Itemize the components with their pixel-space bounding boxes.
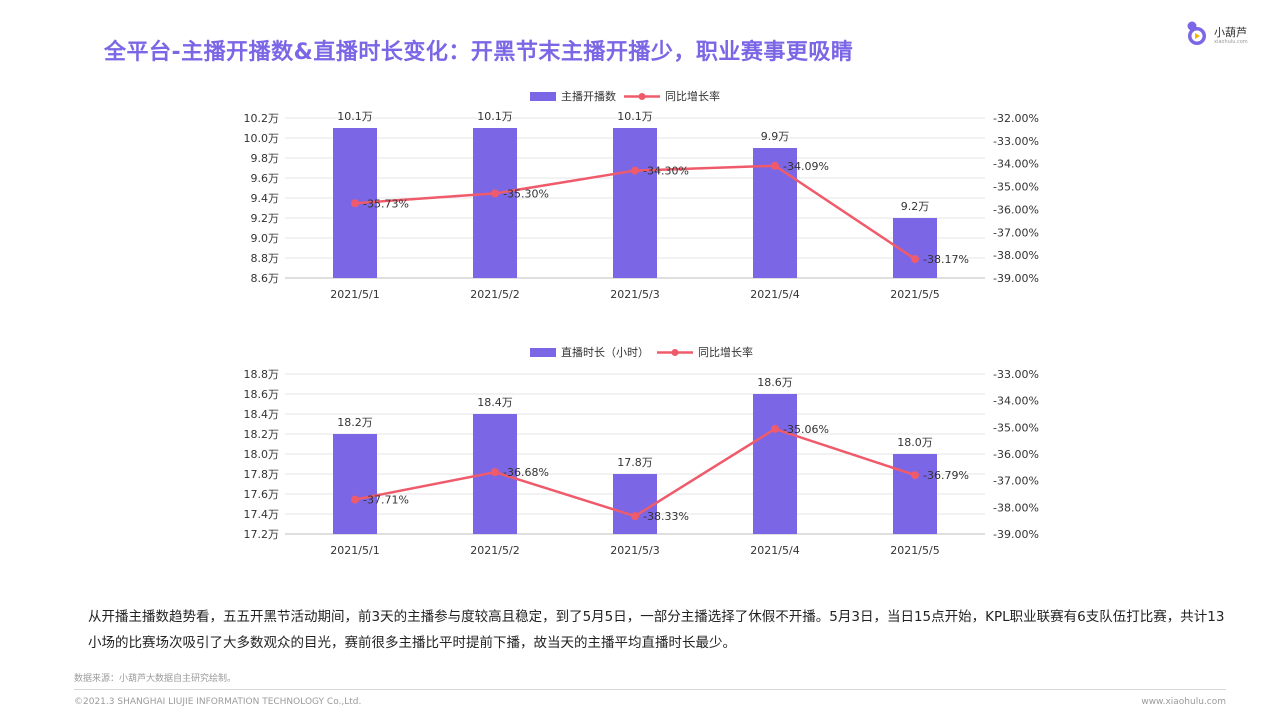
anchor-count-chart: 主播开播数 同比增长率 10.2万 10.0万 9.8万 9.6万 9.4万 9.2万 9.0万… — [244, 89, 1039, 301]
bar — [893, 454, 937, 534]
growth-rate-label: -38.17% — [923, 253, 969, 266]
right-tick-label: -34.00% — [993, 158, 1039, 171]
bar — [613, 474, 657, 534]
x-tick-label: 2021/5/5 — [890, 288, 939, 301]
legend-line-label: 同比增长率 — [665, 89, 720, 103]
left-tick-label: 9.6万 — [251, 172, 280, 185]
page-title: 全平台-主播开播数&直播时长变化：开黑节末主播开播少，职业赛事更吸睛 — [104, 40, 854, 65]
analysis-paragraph: 从开播主播数趋势看，五五开黑节活动期间，前3天的主播参与度较高且稳定，到了5月5… — [88, 609, 1225, 651]
growth-rate-point — [631, 512, 639, 521]
logo-name: 小葫芦 — [1214, 26, 1247, 39]
right-tick-label: -38.00% — [993, 249, 1039, 262]
growth-rate-point — [911, 471, 919, 480]
legend-bar-swatch — [530, 348, 556, 357]
growth-rate-point — [771, 424, 779, 433]
legend-line-marker — [671, 349, 679, 356]
left-tick-label: 17.2万 — [244, 528, 280, 541]
growth-rate-label: -35.73% — [363, 197, 409, 210]
right-tick-label: -33.00% — [993, 368, 1039, 381]
brand-logo: 小葫芦 xiaohulu.com — [1184, 18, 1248, 48]
growth-rate-label: -35.06% — [783, 423, 829, 436]
growth-rate-label: -37.71% — [363, 494, 409, 507]
bar-value-label: 17.8万 — [617, 456, 653, 469]
left-tick-label: 18.0万 — [244, 448, 280, 461]
legend-bar-label: 直播时长（小时） — [561, 345, 649, 359]
left-tick-label: 8.6万 — [251, 272, 280, 285]
right-tick-label: -36.00% — [993, 448, 1039, 461]
left-tick-label: 9.4万 — [251, 192, 280, 205]
growth-rate-point — [351, 199, 359, 208]
bar-value-label: 18.4万 — [477, 396, 513, 409]
growth-rate-point — [631, 166, 639, 175]
bar — [333, 434, 377, 534]
right-tick-label: -38.00% — [993, 501, 1039, 514]
x-tick-label: 2021/5/2 — [470, 288, 519, 301]
bar-value-label: 18.6万 — [757, 376, 793, 389]
left-tick-label: 8.8万 — [251, 252, 280, 265]
legend-bar-label: 主播开播数 — [561, 89, 616, 103]
x-tick-label: 2021/5/3 — [610, 288, 659, 301]
growth-rate-label: -38.33% — [643, 510, 689, 523]
left-tick-label: 18.4万 — [244, 408, 280, 421]
footer-divider — [74, 689, 1226, 690]
growth-rate-label: -36.79% — [923, 469, 969, 482]
website-text: www.xiaohulu.com — [1141, 697, 1226, 707]
left-tick-label: 9.8万 — [251, 152, 280, 165]
x-tick-label: 2021/5/4 — [750, 544, 799, 557]
x-tick-label: 2021/5/5 — [890, 544, 939, 557]
growth-rate-point — [491, 189, 499, 198]
left-tick-label: 17.4万 — [244, 508, 280, 521]
left-tick-label: 18.2万 — [244, 428, 280, 441]
left-tick-label: 9.0万 — [251, 232, 280, 245]
bar-value-label: 10.1万 — [337, 110, 373, 123]
growth-rate-point — [491, 468, 499, 477]
right-tick-label: -36.00% — [993, 203, 1039, 216]
gourd-logo-icon — [1187, 21, 1206, 45]
data-source-note: 数据来源：小葫芦大数据自主研究绘制。 — [74, 674, 237, 684]
x-tick-label: 2021/5/1 — [330, 544, 379, 557]
left-tick-label: 18.6万 — [244, 388, 280, 401]
right-tick-label: -32.00% — [993, 112, 1039, 125]
bar-value-label: 10.1万 — [477, 110, 513, 123]
bar-value-label: 18.2万 — [337, 416, 373, 429]
bar-value-label: 9.2万 — [901, 200, 930, 213]
right-tick-label: -37.00% — [993, 226, 1039, 239]
left-tick-label: 17.8万 — [244, 468, 280, 481]
x-tick-label: 2021/5/2 — [470, 544, 519, 557]
growth-rate-label: -35.30% — [503, 187, 549, 200]
right-tick-label: -33.00% — [993, 135, 1039, 148]
right-tick-label: -34.00% — [993, 395, 1039, 408]
growth-rate-point — [911, 255, 919, 264]
bar — [473, 128, 517, 278]
growth-rate-label: -34.30% — [643, 165, 689, 178]
bar — [753, 394, 797, 534]
growth-rate-point — [351, 495, 359, 504]
left-tick-label: 9.2万 — [251, 212, 280, 225]
x-tick-label: 2021/5/4 — [750, 288, 799, 301]
right-tick-label: -35.00% — [993, 421, 1039, 434]
right-tick-label: -39.00% — [993, 528, 1039, 541]
left-tick-label: 17.6万 — [244, 488, 280, 501]
stream-duration-chart: 直播时长（小时） 同比增长率 18.8万 18.6万 18.4万 18.2万 18.0万 17… — [244, 345, 1039, 557]
x-tick-label: 2021/5/1 — [330, 288, 379, 301]
growth-rate-label: -34.09% — [783, 160, 829, 173]
bar-value-label: 10.1万 — [617, 110, 653, 123]
bar — [613, 128, 657, 278]
bar-value-label: 9.9万 — [761, 130, 790, 143]
legend-bar-swatch — [530, 92, 556, 101]
legend-line-label: 同比增长率 — [698, 345, 753, 359]
right-tick-label: -35.00% — [993, 181, 1039, 194]
left-tick-label: 10.2万 — [244, 112, 280, 125]
legend-line-marker — [638, 93, 646, 100]
copyright-text: ©2021.3 SHANGHAI LIUJIE INFORMATION TECH… — [74, 697, 362, 707]
left-tick-label: 10.0万 — [244, 132, 280, 145]
bar-value-label: 18.0万 — [897, 436, 933, 449]
left-tick-label: 18.8万 — [244, 368, 280, 381]
x-tick-label: 2021/5/3 — [610, 544, 659, 557]
right-tick-label: -37.00% — [993, 475, 1039, 488]
right-tick-label: -39.00% — [993, 272, 1039, 285]
growth-rate-label: -36.68% — [503, 466, 549, 479]
growth-rate-point — [771, 161, 779, 170]
logo-domain: xiaohulu.com — [1214, 39, 1248, 45]
